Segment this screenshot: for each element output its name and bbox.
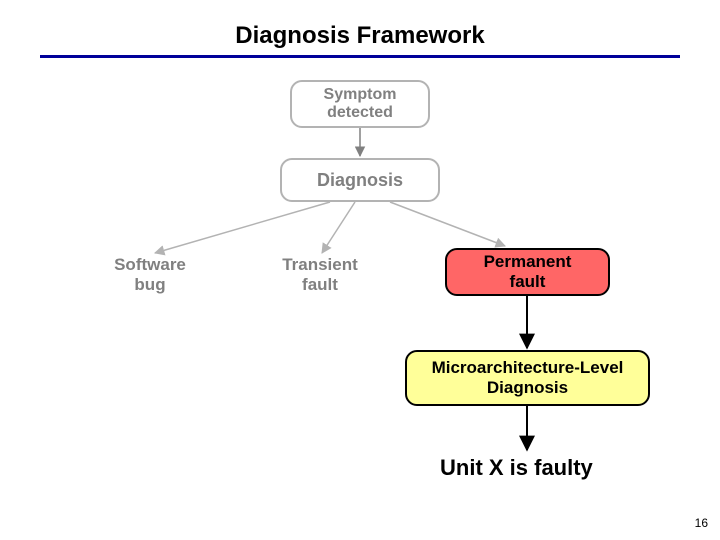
slide-title: Diagnosis Framework: [0, 22, 720, 50]
node-transient-fault: Transientfault: [270, 255, 370, 294]
edge-diagnosis-to-software: [155, 202, 330, 253]
node-label: Symptomdetected: [324, 86, 397, 123]
node-label: Permanentfault: [484, 252, 572, 291]
node-result: Unit X is faulty: [440, 455, 593, 481]
node-label: Diagnosis: [317, 170, 403, 191]
node-label: Microarchitecture-LevelDiagnosis: [432, 358, 624, 397]
edge-diagnosis-to-permanent: [390, 202, 505, 246]
node-symptom-detected: Symptomdetected: [290, 80, 430, 128]
title-underline: [40, 55, 680, 58]
node-label: Softwarebug: [114, 255, 186, 294]
node-label: Transientfault: [282, 255, 358, 294]
node-diagnosis: Diagnosis: [280, 158, 440, 202]
node-label: Unit X is faulty: [440, 455, 593, 480]
node-permanent-fault: Permanentfault: [445, 248, 610, 296]
page-number: 16: [695, 516, 708, 530]
node-microarchitecture-diagnosis: Microarchitecture-LevelDiagnosis: [405, 350, 650, 406]
edge-diagnosis-to-transient: [322, 202, 355, 253]
node-software-bug: Softwarebug: [100, 255, 200, 294]
